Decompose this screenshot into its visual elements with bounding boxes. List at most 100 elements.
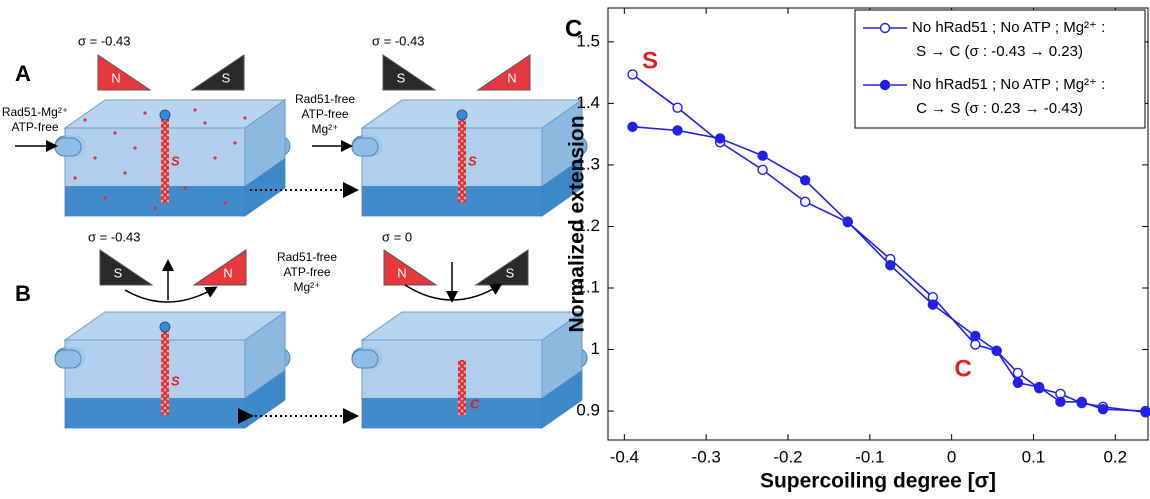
magnet-label: S: [397, 70, 406, 85]
data-point: [672, 102, 683, 113]
protein-dot: [83, 118, 87, 122]
magnet: [190, 54, 245, 91]
data-point: [842, 216, 853, 227]
magnet: [476, 54, 531, 91]
sigma-label: σ = -0.43: [88, 229, 140, 244]
water: [65, 370, 285, 428]
tube: [351, 137, 379, 157]
protein-dot: [143, 111, 147, 115]
legend-marker: [879, 79, 891, 91]
magnet-label: S: [114, 265, 123, 280]
data-point: [1140, 405, 1150, 417]
magnet: [97, 54, 152, 91]
bead: [159, 321, 171, 333]
protein-dot: [233, 141, 237, 145]
legend-label-line: S → C (σ : -0.43 → 0.23): [912, 43, 1083, 60]
data-point: [1097, 404, 1109, 415]
magnet-label: N: [223, 265, 232, 280]
water: [362, 370, 582, 428]
protein-dot: [223, 201, 227, 205]
panel-label: C: [565, 15, 582, 42]
x-tick-label: -0.4: [610, 447, 639, 466]
y-tick-label: 1.5: [576, 31, 600, 50]
protein-dot: [193, 108, 197, 112]
y-tick-label: 1.2: [576, 216, 600, 235]
inlet-label: ATP-free: [11, 120, 58, 134]
y-tick-label: 1.4: [576, 93, 600, 112]
inlet-label: Mg²⁺: [312, 122, 339, 136]
x-tick-label: 0: [947, 447, 956, 466]
x-tick-label: 0.2: [1103, 447, 1127, 466]
x-tick-label: -0.1: [855, 447, 884, 466]
data-point: [991, 345, 1002, 356]
legend-label-line: No hRad51 ; No ATP ; Mg²⁺ :: [912, 19, 1105, 36]
dna-rod: [161, 118, 169, 203]
data-point: [757, 164, 768, 176]
condition-label: Rad51-free: [277, 250, 337, 264]
magnet-label: N: [397, 265, 406, 280]
protein-dot: [73, 176, 77, 180]
tube: [351, 349, 379, 369]
data-point: [627, 121, 638, 132]
y-tick-label: 1: [591, 339, 600, 358]
data-point: [1076, 396, 1087, 408]
magnet: [383, 249, 438, 286]
data-point: [799, 196, 811, 208]
data-point: [885, 260, 896, 271]
panel-label: A: [15, 61, 31, 86]
legend-label: No hRad51 ; No ATP ; Mg²⁺ : S → C (σ : -…: [912, 19, 1105, 60]
data-point: [970, 330, 981, 342]
magnet: [474, 249, 529, 286]
rod-label: S: [171, 373, 180, 388]
dna-rod: [458, 360, 466, 415]
annotation: S: [642, 47, 658, 74]
sigma-label: σ = -0.43: [372, 33, 424, 48]
y-axis-label: Normalized extension: [566, 115, 589, 332]
legend-marker: [879, 22, 891, 34]
dna-rod: [161, 330, 169, 415]
magnet-label: S: [506, 265, 515, 280]
dna-rod: [458, 118, 466, 203]
protein-dot: [103, 196, 107, 200]
sigma-label: σ = 0: [382, 229, 412, 244]
rotation-arrow: [124, 286, 218, 303]
tube: [54, 137, 82, 157]
data-point: [757, 150, 768, 161]
condition-label: ATP-free: [283, 265, 330, 279]
protein-dot: [113, 131, 117, 135]
magnet-label: S: [222, 70, 231, 85]
data-point: [1012, 377, 1024, 388]
data-point: [799, 175, 811, 186]
water: [65, 158, 285, 216]
protein-dot: [93, 156, 97, 160]
rod-label: S: [171, 153, 180, 168]
condition-label: Mg²⁺: [294, 280, 321, 294]
y-tick-label: 0.9: [576, 401, 600, 420]
chart: C 0.9 1 1.1 1.2 1.3 1.4 1.5 -0.4 -0.3 -0.2 -0.1 0 0.1…: [565, 7, 1150, 493]
x-tick-label: 0.1: [1022, 447, 1046, 466]
x-tick-label: -0.3: [692, 447, 721, 466]
y-tick-label: 1.1: [576, 277, 600, 296]
rod-label: C: [470, 396, 480, 411]
data-point: [627, 69, 638, 80]
rod-label: S: [468, 153, 477, 168]
bead: [456, 109, 468, 121]
inlet-label: Rad51-Mg²⁺: [2, 105, 68, 119]
panel-label: B: [15, 281, 31, 306]
sigma-label: σ = -0.43: [78, 33, 130, 48]
data-point: [672, 125, 683, 136]
protein-dot: [153, 206, 157, 210]
legend-label-line: C → S (σ : 0.23 → -0.43): [912, 100, 1083, 117]
annotation: C: [954, 355, 971, 382]
protein-dot: [243, 116, 247, 120]
data-point: [714, 133, 726, 144]
data-point: [927, 299, 939, 310]
x-tick-label: -0.2: [773, 447, 802, 466]
protein-dot: [123, 171, 127, 175]
magnet: [382, 54, 437, 91]
protein-dot: [133, 146, 137, 150]
x-axis-label: Supercoiling degree [σ]: [760, 470, 996, 493]
inlet-label: Rad51-free: [295, 92, 355, 106]
